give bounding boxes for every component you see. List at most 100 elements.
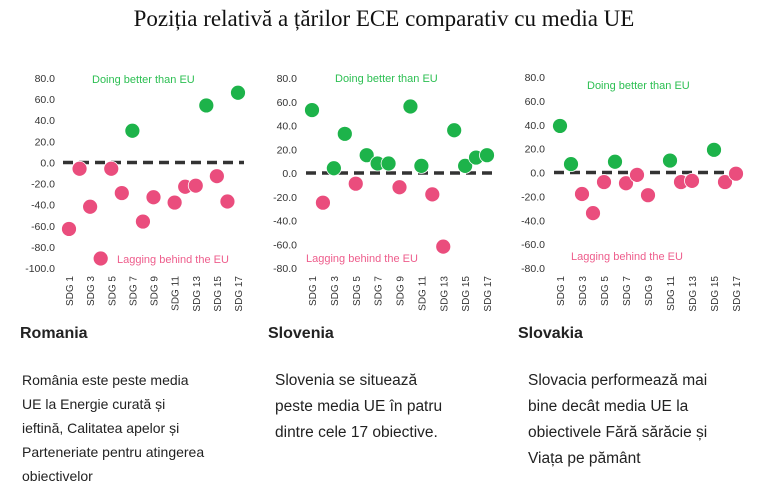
description-line: Slovacia performează mai: [528, 372, 708, 389]
data-point-sdg-2: [563, 156, 579, 173]
data-point-sdg-13: [187, 177, 204, 194]
description-line: bine decât media UE la: [528, 398, 689, 415]
description-slovenia: Slovenia se situează peste media UE în p…: [275, 368, 442, 446]
description-slovakia: Slovacia performează mai bine decât medi…: [528, 368, 707, 472]
data-point-sdg-8: [629, 166, 645, 183]
y-tick-label: 0.0: [40, 157, 55, 169]
x-tick-label: SDG 3: [578, 276, 589, 306]
y-tick-label: -80.0: [273, 263, 297, 275]
x-tick-label: SDG 3: [330, 276, 341, 306]
x-tick-label: SDG 3: [86, 276, 97, 306]
data-point-sdg-11: [662, 152, 678, 169]
y-tick-label: -40.0: [521, 215, 545, 227]
data-point-sdg-9: [640, 187, 656, 204]
data-point-sdg-9: [391, 179, 408, 196]
y-tick-label: -20.0: [273, 192, 297, 204]
x-tick-label: SDG 11: [666, 276, 677, 311]
x-tick-label: SDG 7: [374, 276, 385, 306]
y-tick-label: -40.0: [273, 216, 297, 228]
country-name-slovakia: Slovakia: [518, 325, 583, 342]
annotation-behind: Lagging behind the EU: [571, 251, 683, 263]
description-line: peste media UE în patru: [275, 398, 443, 415]
description-line: Slovenia se situează: [275, 372, 418, 389]
y-tick-label: 0.0: [282, 168, 297, 180]
y-tick-label: 40.0: [525, 120, 546, 132]
x-tick-label: SDG 9: [396, 276, 407, 306]
data-point-sdg-10: [402, 98, 419, 115]
data-point-sdg-6: [113, 185, 130, 201]
data-point-sdg-14: [198, 97, 215, 114]
x-tick-label: SDG 15: [461, 276, 472, 312]
data-point-sdg-1: [61, 221, 77, 237]
data-point-sdg-3: [82, 198, 99, 215]
x-tick-label: SDG 9: [644, 276, 655, 306]
data-point-sdg-11: [166, 194, 183, 211]
description-line: obiectivelor: [22, 468, 93, 484]
y-tick-label: 60.0: [277, 97, 298, 109]
data-point-sdg-17: [728, 165, 744, 182]
x-tick-label: SDG 7: [622, 276, 633, 306]
description-line: Parteneriate pentru atingerea: [22, 444, 205, 460]
annotation-better: Doing better than EU: [335, 73, 438, 85]
description-line: dintre cele 17 obiective.: [275, 424, 438, 441]
data-point-sdg-9: [145, 189, 162, 206]
data-point-sdg-7: [618, 175, 634, 192]
data-point-sdg-5: [596, 174, 612, 190]
y-tick-label: 80.0: [35, 73, 56, 85]
data-point-sdg-5: [347, 175, 364, 192]
data-point-sdg-2: [315, 194, 331, 211]
description-line: Viața pe pământ: [528, 450, 641, 467]
x-tick-label: SDG 17: [234, 276, 245, 312]
data-point-sdg-13: [435, 238, 452, 255]
y-tick-label: -40.0: [31, 200, 55, 212]
description-line: ieftină, Calitatea apelor și: [22, 420, 180, 436]
annotation-better: Doing better than EU: [92, 74, 195, 86]
data-point-sdg-13: [684, 172, 700, 189]
data-point-sdg-14: [446, 122, 463, 139]
y-tick-label: -60.0: [31, 221, 55, 233]
data-point-sdg-15: [706, 141, 722, 158]
data-point-sdg-3: [574, 186, 590, 202]
charts-area: 80.0 60.0 40.0 20.0 0.0 -20.0 -40.0 -60.0 -80.0 -…: [25, 72, 744, 312]
y-tick-label: 60.0: [35, 94, 56, 106]
x-tick-label: SDG 15: [213, 276, 224, 312]
data-point-sdg-2: [71, 160, 88, 177]
y-tick-label: -60.0: [521, 239, 545, 251]
x-tick-label: SDG 13: [192, 276, 203, 312]
y-tick-label: -20.0: [521, 191, 545, 203]
x-tick-label: SDG 5: [352, 276, 363, 306]
data-point-sdg-17: [230, 84, 246, 101]
data-point-sdg-4: [585, 205, 601, 221]
data-point-sdg-6: [607, 153, 623, 170]
data-point-sdg-15: [208, 168, 225, 185]
y-tick-label: -80.0: [521, 263, 545, 275]
annotation-behind: Lagging behind the EU: [117, 254, 229, 266]
y-tick-label: 20.0: [525, 144, 546, 156]
y-tick-label: -60.0: [273, 239, 297, 251]
y-tick-label: 80.0: [277, 73, 298, 85]
description-romania: România este peste media UE la Energie c…: [22, 368, 204, 488]
data-point-sdg-5: [103, 160, 120, 177]
x-tick-label: SDG 1: [308, 276, 319, 306]
data-point-sdg-8: [380, 155, 397, 172]
x-tick-label: SDG 15: [710, 276, 721, 312]
x-tick-label: SDG 5: [107, 276, 118, 306]
x-tick-label: SDG 1: [556, 276, 567, 306]
annotation-better: Doing better than EU: [587, 80, 690, 92]
description-line: România este peste media: [22, 372, 189, 388]
data-point-sdg-6: [358, 147, 375, 164]
data-point-sdg-1: [552, 118, 568, 134]
data-point-sdg-4: [336, 125, 353, 142]
x-tick-label: SDG 5: [600, 276, 611, 306]
country-name-slovenia: Slovenia: [268, 325, 334, 342]
country-name-romania: Romania: [20, 325, 88, 342]
data-point-sdg-15: [457, 157, 474, 174]
data-point-sdg-1: [304, 102, 320, 118]
data-point-sdg-17: [479, 147, 495, 164]
data-point-sdg-12: [424, 186, 441, 203]
x-tick-label: SDG 13: [439, 276, 450, 312]
data-point-sdg-16: [717, 174, 733, 190]
y-tick-label: -80.0: [31, 242, 55, 254]
y-tick-label: 80.0: [525, 72, 546, 84]
y-tick-label: 40.0: [35, 115, 56, 127]
